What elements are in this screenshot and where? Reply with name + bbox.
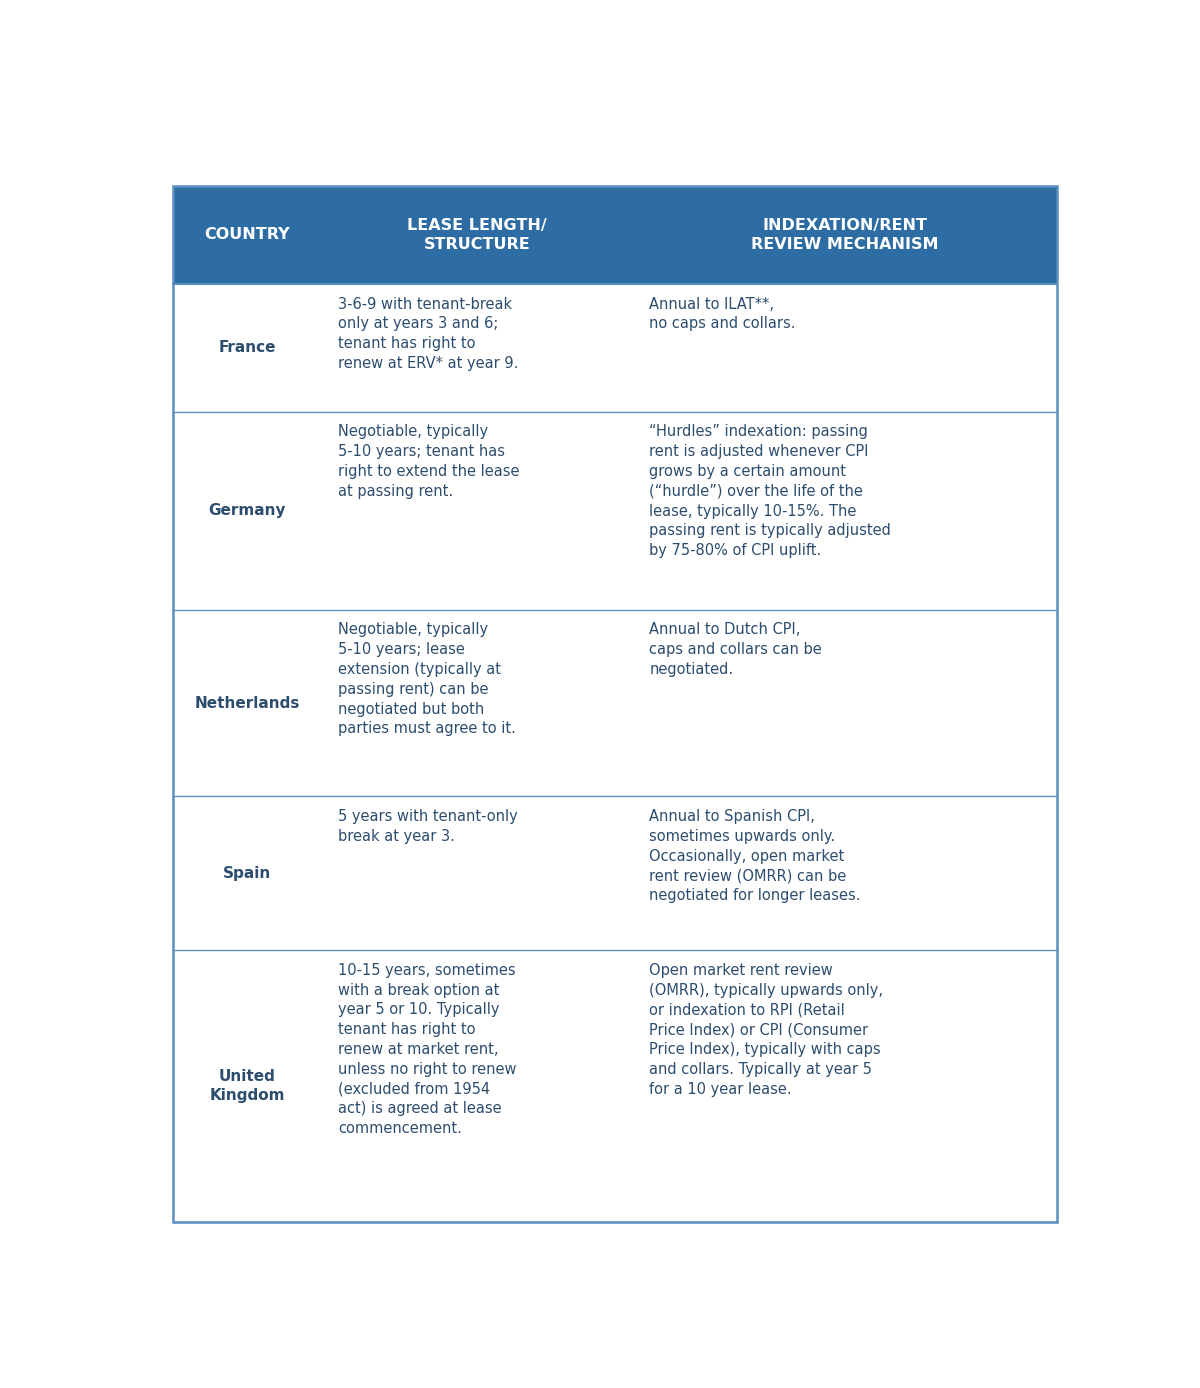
Text: Netherlands: Netherlands [194,695,300,711]
Bar [173,283,1057,412]
Text: Germany: Germany [209,502,287,518]
Text: France: France [218,340,276,355]
Text: Negotiable, typically
5-10 years; lease
extension (typically at
passing rent) ca: Negotiable, typically 5-10 years; lease … [338,622,516,737]
Text: 10-15 years, sometimes
with a break option at
year 5 or 10. Typically
tenant has: 10-15 years, sometimes with a break opti… [338,963,517,1137]
Text: Spain: Spain [223,866,271,881]
Text: Open market rent review
(OMRR), typically upwards only,
or indexation to RPI (Re: Open market rent review (OMRR), typicall… [649,963,883,1097]
Text: Annual to Spanish CPI,
sometimes upwards only.
Occasionally, open market
rent re: Annual to Spanish CPI, sometimes upwards… [649,809,860,904]
Bar [173,186,1057,283]
Text: LEASE LENGTH/
STRUCTURE: LEASE LENGTH/ STRUCTURE [407,218,547,251]
Bar [173,412,1057,609]
Text: Annual to Dutch CPI,
caps and collars can be
negotiated.: Annual to Dutch CPI, caps and collars ca… [649,622,822,677]
Text: COUNTRY: COUNTRY [205,228,290,243]
Bar [173,949,1057,1223]
Text: 3-6-9 with tenant-break
only at years 3 and 6;
tenant has right to
renew at ERV*: 3-6-9 with tenant-break only at years 3 … [338,297,518,371]
Bar [173,609,1057,797]
Text: Annual to ILAT**,
no caps and collars.: Annual to ILAT**, no caps and collars. [649,297,796,332]
Text: United
Kingdom: United Kingdom [210,1069,286,1103]
Bar [173,797,1057,949]
Text: 5 years with tenant-only
break at year 3.: 5 years with tenant-only break at year 3… [338,809,518,844]
Text: INDEXATION/RENT
REVIEW MECHANISM: INDEXATION/RENT REVIEW MECHANISM [751,218,938,251]
Text: Negotiable, typically
5-10 years; tenant has
right to extend the lease
at passin: Negotiable, typically 5-10 years; tenant… [338,425,520,498]
Text: “Hurdles” indexation: passing
rent is adjusted whenever CPI
grows by a certain a: “Hurdles” indexation: passing rent is ad… [649,425,892,558]
